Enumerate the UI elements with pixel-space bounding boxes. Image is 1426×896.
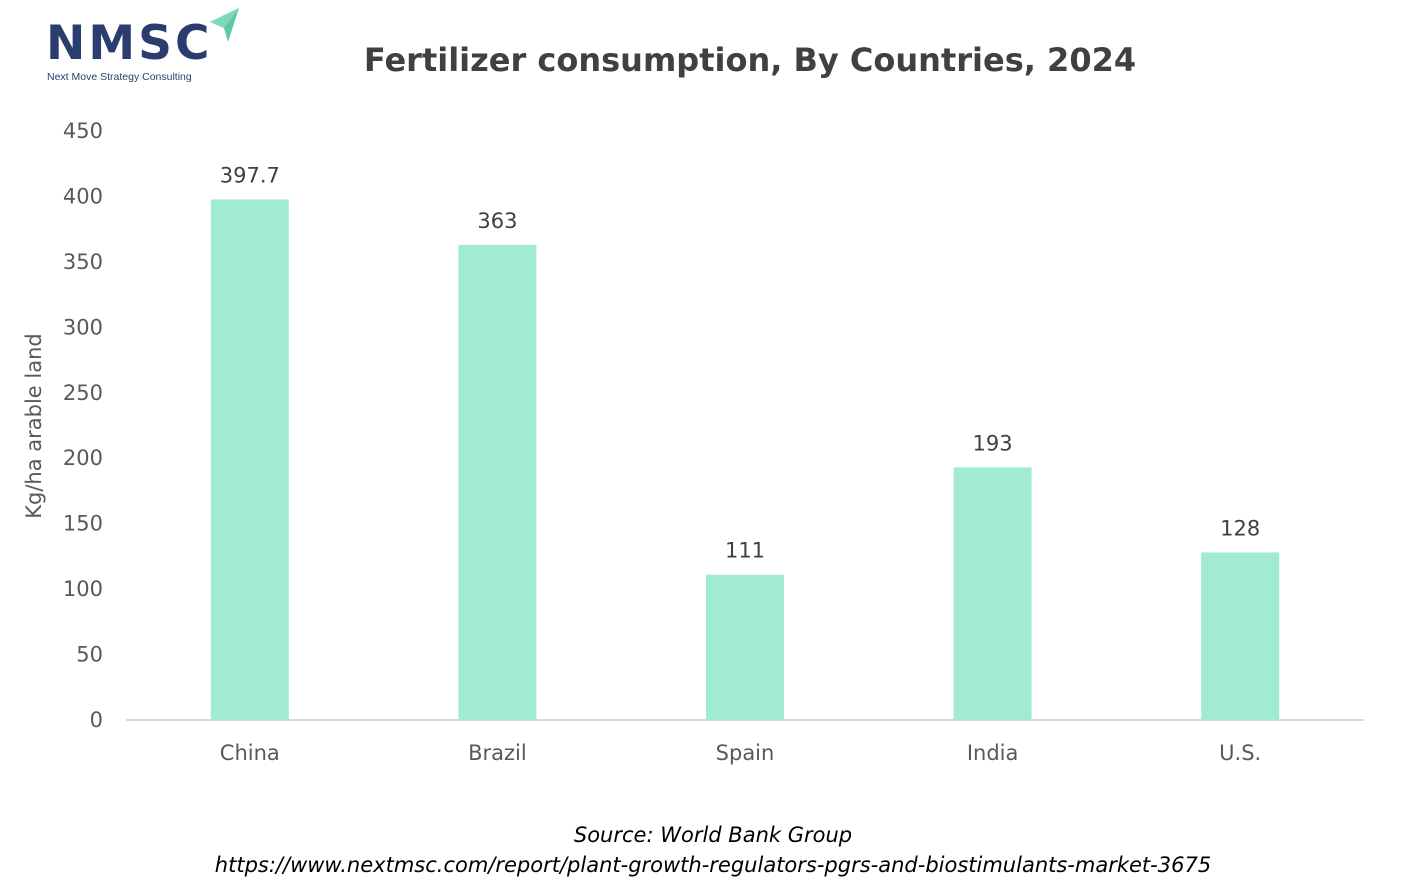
logo-tagline: Next Move Strategy Consulting xyxy=(47,71,192,83)
bar-brazil xyxy=(458,244,537,720)
x-tick-label: China xyxy=(220,741,280,765)
y-tick-label: 200 xyxy=(63,446,103,470)
y-tick-label: 150 xyxy=(63,512,103,536)
y-tick-label: 100 xyxy=(63,577,103,601)
nmsc-logo: NMSC Next Move Strategy Consulting xyxy=(46,8,246,88)
y-tick-label: 350 xyxy=(63,250,103,274)
paper-plane-icon xyxy=(210,8,239,42)
y-tick-label: 250 xyxy=(63,381,103,405)
logo-wordmark: NMSC xyxy=(46,16,213,71)
data-label: 363 xyxy=(477,209,517,233)
data-label: 128 xyxy=(1220,516,1260,540)
x-tick-label: Spain xyxy=(716,741,775,765)
source-url[interactable]: https://www.nextmsc.com/report/plant-gro… xyxy=(214,853,1212,877)
y-tick-label: 0 xyxy=(90,708,103,732)
y-tick-label: 400 xyxy=(63,184,103,208)
data-label: 111 xyxy=(725,539,765,563)
bar-china xyxy=(210,199,289,720)
chart-title: Fertilizer consumption, By Countries, 20… xyxy=(363,41,1137,79)
x-tick-label: India xyxy=(967,741,1019,765)
source-note: Source: World Bank Group xyxy=(573,823,853,847)
bar-india xyxy=(953,467,1032,720)
x-tick-label: U.S. xyxy=(1219,741,1261,765)
y-tick-label: 450 xyxy=(63,119,103,143)
data-label: 397.7 xyxy=(220,163,280,187)
y-tick-label: 50 xyxy=(76,643,103,667)
bar-chart: 0 50 100 150 200 250 300 350 400 450 397.7 China 363… xyxy=(63,119,1364,765)
bar-u-s xyxy=(1201,552,1280,720)
bar-spain xyxy=(706,574,784,720)
data-label: 193 xyxy=(973,431,1013,455)
y-tick-label: 300 xyxy=(63,315,103,339)
x-tick-label: Brazil xyxy=(468,741,527,765)
